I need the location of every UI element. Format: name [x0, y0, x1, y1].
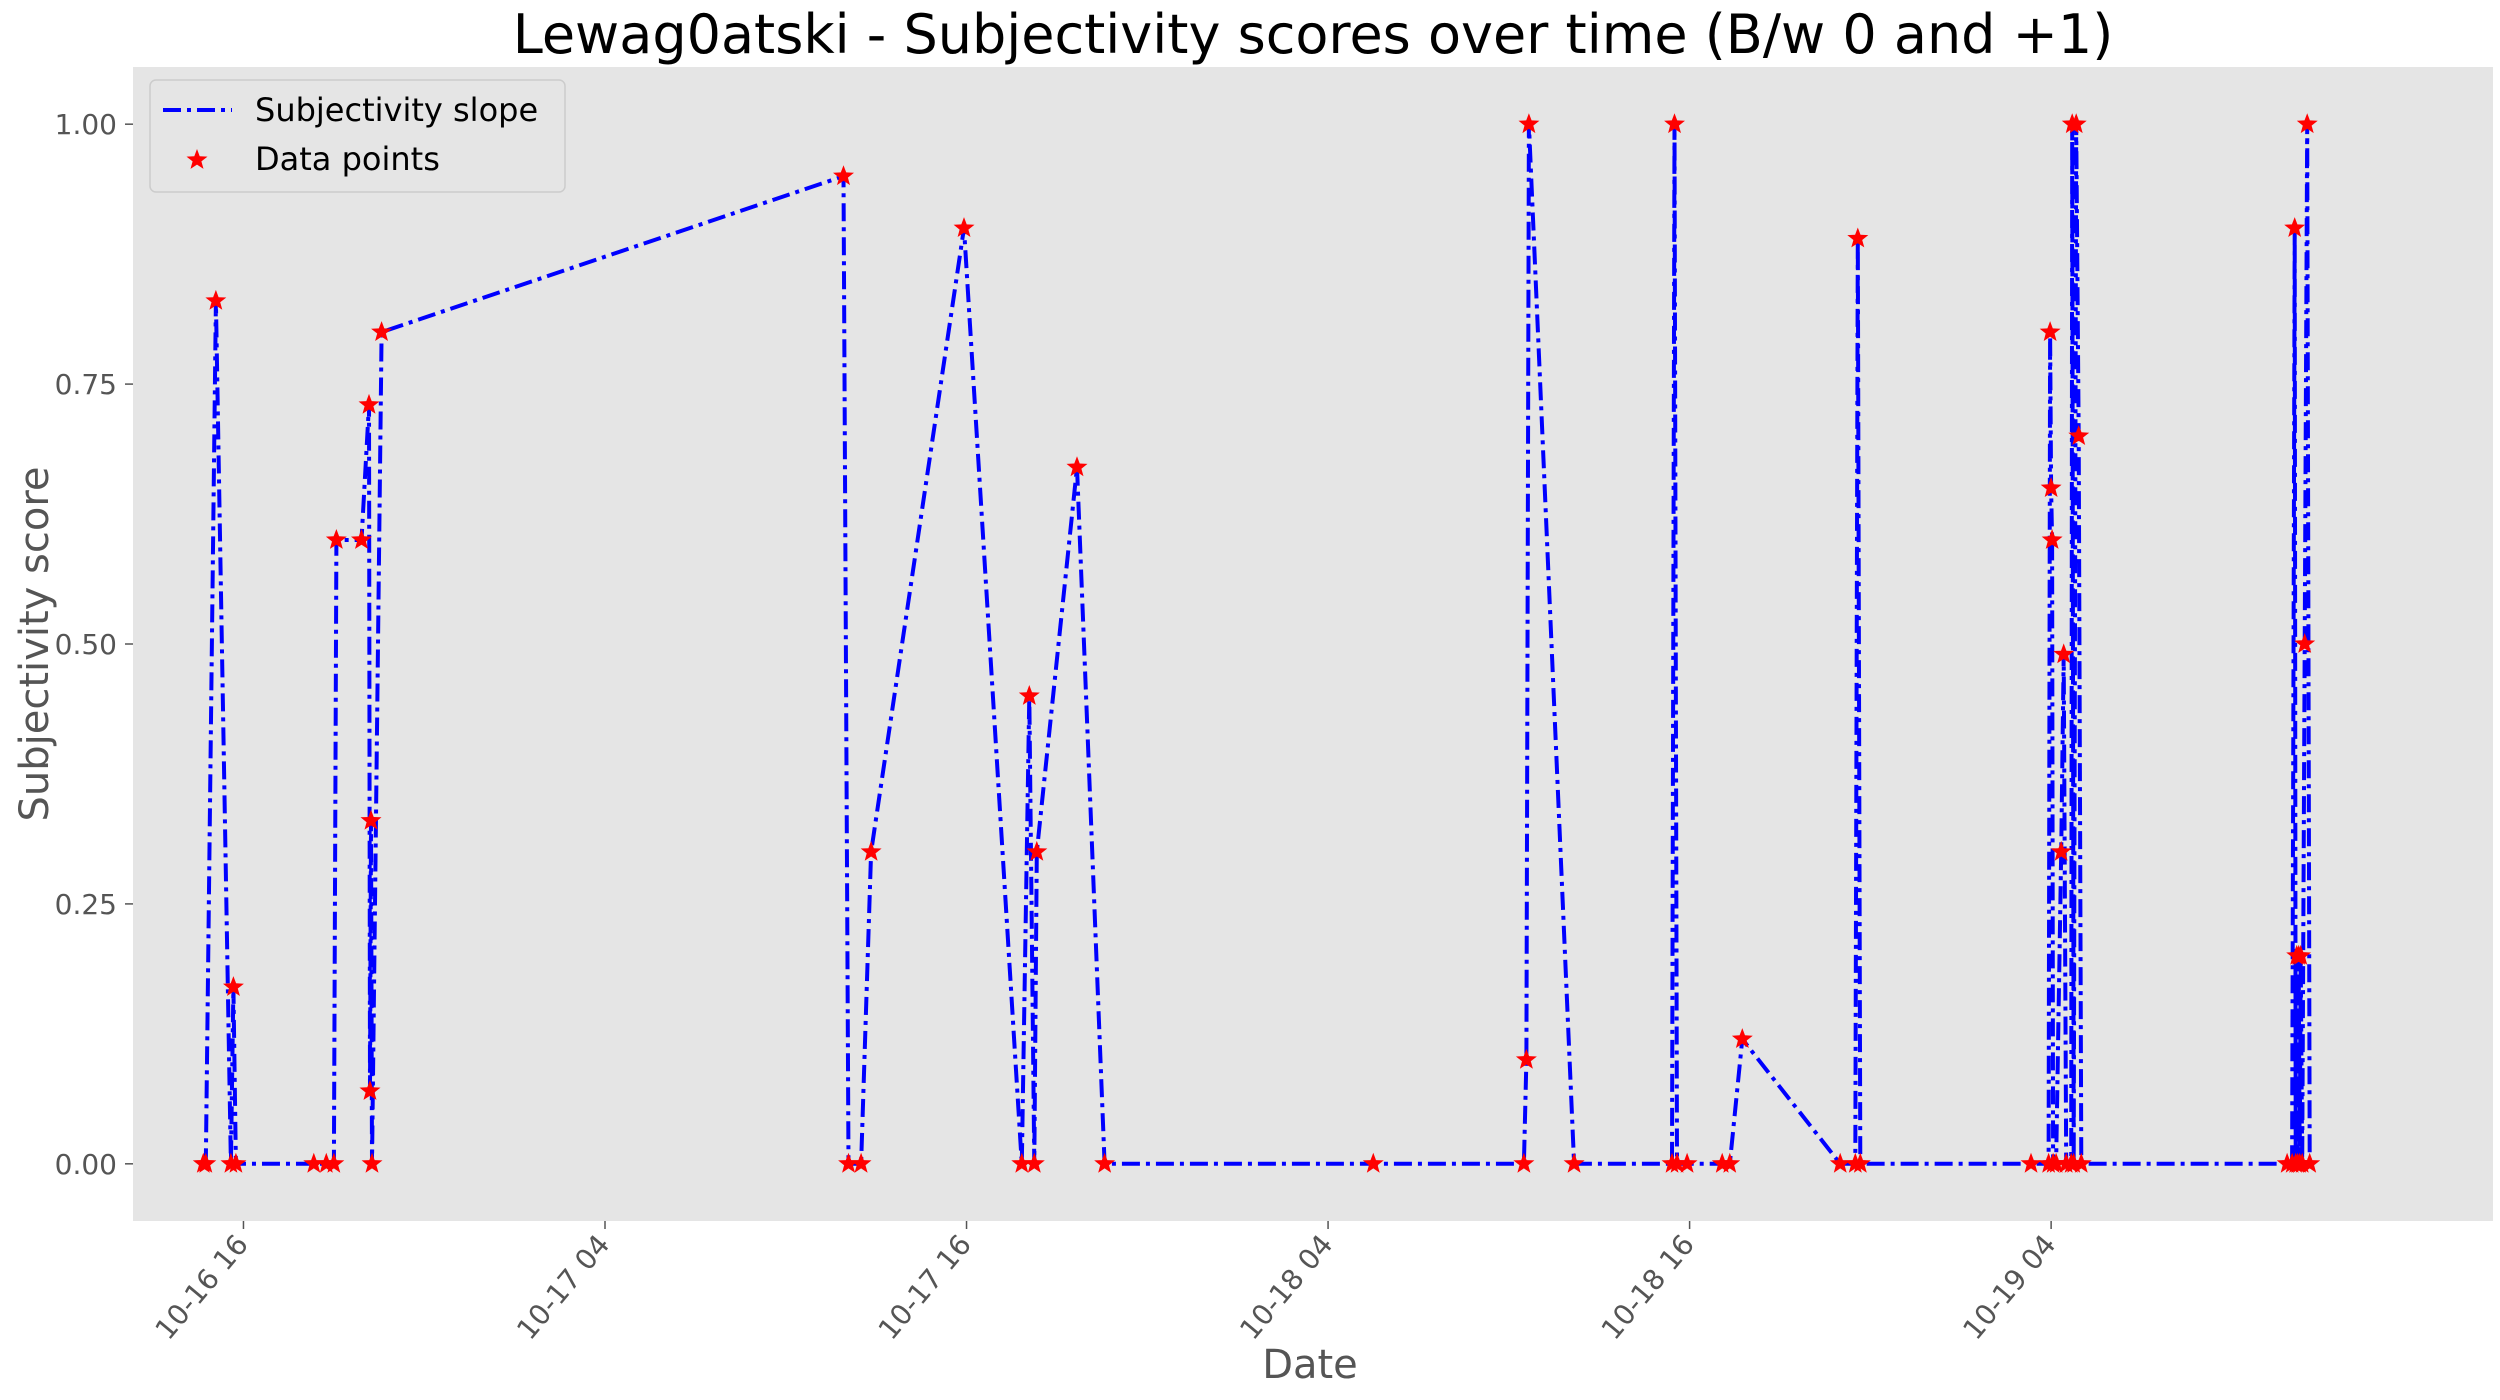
legend: Subjectivity slope Data points	[149, 79, 566, 193]
data-point-marker	[2040, 477, 2062, 497]
x-tick-label: 10-16 16	[149, 1228, 255, 1346]
data-point-marker	[1066, 456, 1088, 477]
data-point-marker	[2050, 840, 2072, 861]
data-point-marker	[195, 1152, 217, 1173]
x-axis: 10-16 16 10-17 04 10-17 16 10-18 04 10-18 16…	[149, 1221, 2062, 1346]
data-point-marker	[2065, 113, 2087, 134]
data-point-marker	[2063, 1152, 2085, 1173]
y-tick-label: 0.50	[55, 628, 117, 661]
data-point-marker	[323, 1152, 345, 1173]
data-point-marker	[1664, 113, 1685, 134]
data-point-marker	[833, 165, 854, 186]
data-point-marker	[315, 1152, 337, 1173]
data-point-marker	[2039, 321, 2061, 341]
data-point-marker	[1018, 685, 1040, 705]
data-point-marker	[838, 1152, 859, 1173]
data-point-marker	[1011, 1152, 1033, 1173]
data-point-marker	[1676, 1152, 1698, 1173]
data-point-marker	[1563, 1152, 1585, 1173]
data-point-marker	[2070, 1152, 2092, 1173]
data-point-marker	[371, 321, 392, 341]
data-point-marker	[1666, 1152, 1688, 1173]
data-point-marker	[1829, 1152, 1851, 1173]
x-tick-label: 10-17 16	[872, 1228, 978, 1346]
data-point-marker	[223, 976, 244, 996]
data-point-marker	[2045, 1152, 2067, 1173]
data-point-marker	[225, 1152, 247, 1173]
data-point-marker	[1849, 1152, 1871, 1173]
legend-label-slope: Subjectivity slope	[255, 91, 538, 129]
data-point-marker	[360, 809, 382, 830]
legend-box	[149, 79, 566, 193]
x-axis-label: Date	[1262, 1342, 1358, 1388]
data-point-marker	[325, 529, 347, 549]
data-point-marker	[358, 393, 380, 414]
data-point-marker	[2020, 1152, 2042, 1173]
data-point-marker	[1023, 1152, 1045, 1173]
data-point-marker	[2299, 1152, 2321, 1173]
y-tick-label: 1.00	[55, 108, 117, 141]
data-point-marker	[1094, 1152, 1116, 1173]
data-point-marker	[1513, 1152, 1535, 1173]
data-point-marker	[1518, 113, 1540, 134]
data-point-marker	[1711, 1152, 1733, 1173]
data-point-marker	[2291, 1152, 2313, 1173]
data-point-marker	[205, 289, 227, 310]
data-point-marker	[2294, 633, 2316, 653]
data-point-marker	[2068, 425, 2090, 445]
data-point-marker	[1515, 1048, 1537, 1069]
data-point-marker	[2284, 217, 2306, 237]
data-point-marker	[351, 529, 372, 549]
data-point-marker	[850, 1152, 872, 1173]
y-tick-label: 0.00	[55, 1148, 117, 1181]
legend-star-swatch	[186, 149, 208, 169]
y-axis-label: Subjectivity score	[12, 467, 58, 822]
data-point-marker	[1847, 227, 1869, 248]
data-point-marker	[1026, 840, 1048, 861]
y-tick-label: 0.75	[55, 368, 117, 401]
data-point-marker	[1362, 1152, 1384, 1173]
data-point-marker	[361, 1152, 383, 1173]
x-tick-label: 10-19 04	[1956, 1228, 2062, 1346]
data-point-marker	[860, 840, 882, 861]
data-point-marker	[1731, 1028, 1753, 1048]
data-point-marker	[359, 1080, 381, 1100]
y-tick-label: 0.25	[55, 888, 117, 921]
series-line-path	[203, 122, 2312, 1166]
chart-title: Lewag0atski - Subjectivity scores over t…	[513, 3, 2114, 66]
series-subjectivity-slope	[203, 122, 2312, 1166]
plot-area	[133, 67, 2493, 1221]
data-point-marker	[953, 217, 975, 237]
x-tick-label: 10-18 16	[1595, 1228, 1701, 1346]
y-axis: 0.00 0.25 0.50 0.75 1.00	[55, 108, 133, 1181]
series-data-points	[192, 113, 2321, 1173]
x-tick-label: 10-18 04	[1233, 1228, 1339, 1346]
data-point-marker	[2296, 113, 2318, 134]
data-point-marker	[2290, 944, 2312, 965]
x-tick-label: 10-17 04	[510, 1228, 616, 1346]
data-point-marker	[303, 1152, 325, 1173]
legend-label-points: Data points	[255, 140, 440, 178]
data-point-marker	[1719, 1152, 1741, 1173]
data-point-marker	[2041, 529, 2063, 549]
data-point-marker	[2053, 643, 2075, 664]
